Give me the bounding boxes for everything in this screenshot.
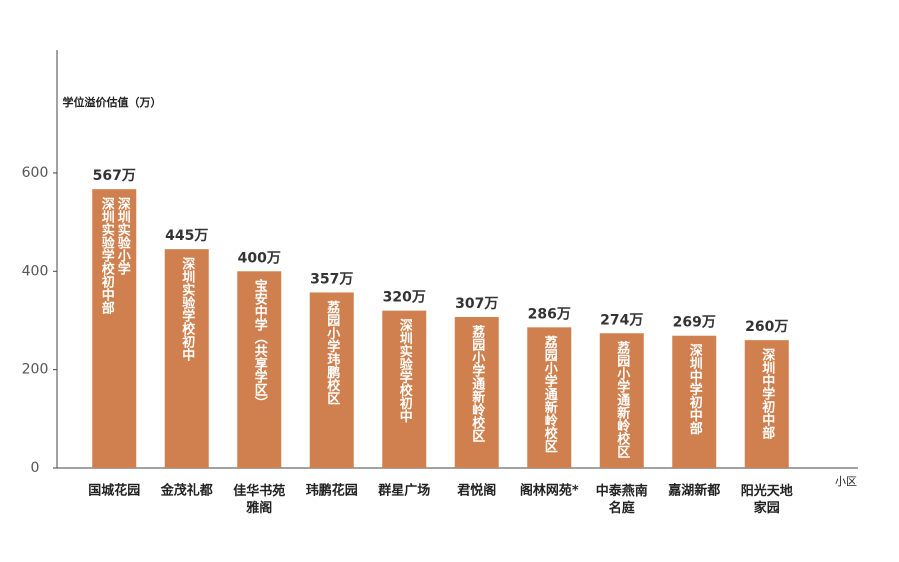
bar-inner-label: 宝安中学（共享学区） [252, 279, 269, 410]
y-tick-label: 400 [22, 263, 49, 279]
bar [92, 189, 137, 468]
bar-inner-label: 深圳实验小学 [115, 197, 131, 277]
bar-inner-label: 荔园小学通新岭校区 [469, 324, 486, 443]
x-tick-label: 佳华书苑雅阁 [233, 483, 285, 516]
bar-inner-label: 深圳实验学校初中部 [99, 197, 115, 316]
value-label: 320万 [383, 290, 426, 306]
bar [599, 333, 644, 468]
bar [382, 310, 427, 468]
value-label: 274万 [600, 312, 643, 328]
value-label: 400万 [238, 250, 281, 266]
value-label: 567万 [93, 168, 136, 184]
value-label: 445万 [165, 228, 208, 244]
x-tick-label: 金茂礼都 [160, 483, 213, 499]
bar [237, 271, 282, 468]
y-tick-label: 600 [22, 165, 49, 181]
bar [672, 335, 717, 468]
x-tick-label: 阳光天地家园 [741, 483, 793, 516]
x-axis-label: 小区 [835, 475, 857, 488]
value-label: 307万 [455, 296, 498, 312]
x-tick-label: 嘉湖新都 [667, 483, 720, 499]
bar-inner-label: 深圳实验学校初中 [397, 318, 413, 424]
bar-inner-label: 荔园小学通新岭校区 [542, 335, 559, 454]
value-label: 269万 [673, 315, 716, 331]
y-tick-label: 200 [22, 362, 49, 378]
bar [164, 249, 209, 468]
y-tick-label: 0 [31, 460, 40, 476]
x-tick-label: 阁林网苑* [520, 483, 579, 499]
x-tick-label: 群星广场 [378, 483, 430, 499]
x-tick-label: 国城花园 [88, 483, 140, 499]
bar-inner-label: 荔园小学通新岭校区 [614, 341, 631, 460]
y-axis-label: 学位溢价估值（万） [63, 95, 162, 109]
bar-inner-label: 深圳中学初中部 [759, 348, 775, 441]
bar [309, 292, 354, 468]
bar [527, 327, 572, 468]
value-label: 286万 [528, 306, 571, 322]
x-tick-label: 玮鹏花园 [306, 483, 358, 499]
bar [454, 317, 499, 468]
value-label: 357万 [310, 271, 353, 287]
bar [744, 340, 789, 468]
value-label: 260万 [745, 319, 788, 335]
x-tick-label: 君悦阁 [457, 483, 496, 499]
bar-inner-label: 深圳中学初中部 [687, 343, 703, 436]
bar-inner-label: 荔园小学玮鹏校区 [324, 300, 341, 406]
x-tick-label: 中泰燕南名庭 [596, 483, 648, 516]
bar-inner-label: 深圳实验学校初中 [179, 257, 195, 363]
